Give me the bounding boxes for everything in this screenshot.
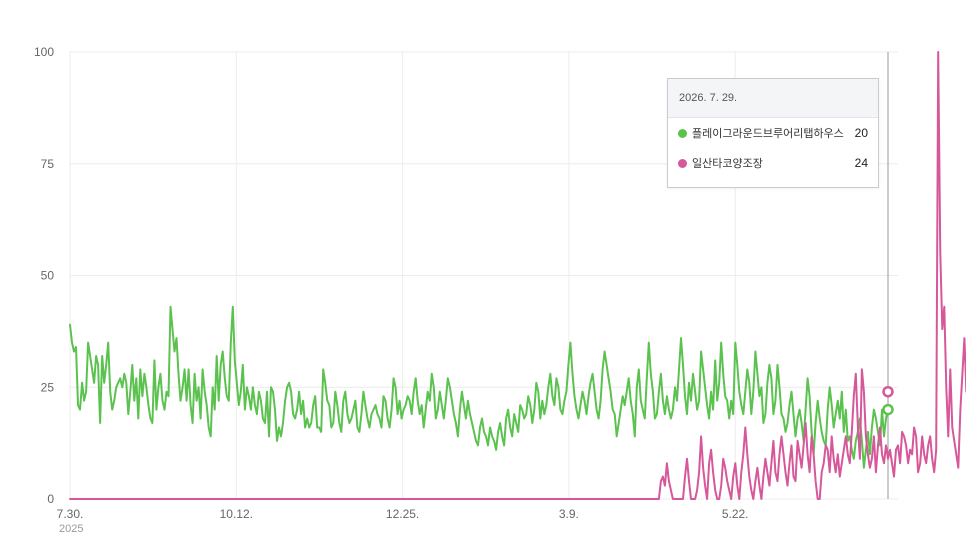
series-line-ilsan-taco-brewery bbox=[69, 51, 966, 500]
series-line-playground-brewery bbox=[69, 305, 889, 469]
x-tick-label: 12.25. bbox=[386, 507, 419, 521]
y-tick-label: 0 bbox=[47, 492, 54, 506]
y-tick-label: 50 bbox=[41, 269, 55, 283]
tooltip-series-2-value: 24 bbox=[854, 156, 868, 170]
series-1-legend-dot bbox=[678, 128, 687, 138]
y-tick-label: 100 bbox=[34, 45, 54, 59]
tooltip-row-series-2: 일산타코양조장 24 bbox=[668, 148, 878, 178]
hover-marker-series-2 bbox=[882, 385, 894, 398]
x-tick-label: 7.30. bbox=[57, 507, 84, 521]
x-tick-label: 5.22. bbox=[722, 507, 749, 521]
x-year-label: 2025 bbox=[59, 523, 83, 535]
y-tick-label: 25 bbox=[41, 380, 55, 394]
x-tick-label: 3.9. bbox=[559, 507, 579, 521]
tooltip-series-2-name: 일산타코양조장 bbox=[692, 158, 763, 170]
y-tick-label: 75 bbox=[41, 157, 55, 171]
tooltip-date: 2026. 7. 29. bbox=[668, 79, 878, 118]
tooltip-row-series-1: 플레이그라운드브루어리탭하우스 20 bbox=[668, 118, 878, 148]
hover-tooltip: 2026. 7. 29. 플레이그라운드브루어리탭하우스 20 일산타코양조장 … bbox=[667, 78, 879, 188]
x-tick-label: 10.12. bbox=[220, 507, 253, 521]
series-2-legend-dot bbox=[678, 158, 687, 168]
hover-marker-series-1 bbox=[882, 403, 894, 416]
tooltip-series-1-value: 20 bbox=[854, 126, 868, 140]
tooltip-series-1-name: 플레이그라운드브루어리탭하우스 bbox=[692, 128, 844, 140]
